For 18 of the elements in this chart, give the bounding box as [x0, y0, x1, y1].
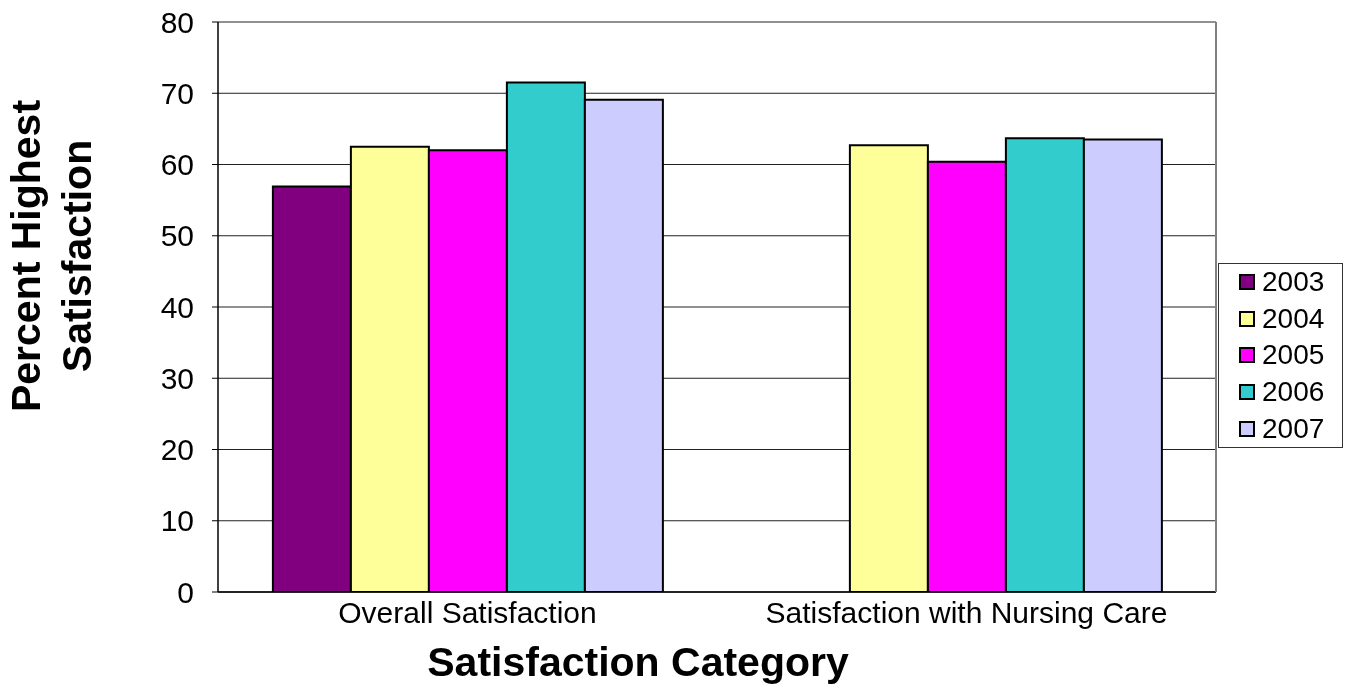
y-axis-title: Percent Highest Satisfaction [2, 98, 101, 415]
legend-label: 2005 [1262, 339, 1325, 372]
legend-label: 2004 [1262, 302, 1325, 335]
legend-label: 2006 [1262, 376, 1325, 409]
x-axis-title: Satisfaction Category [427, 639, 849, 686]
y-tick-label: 40 [160, 290, 194, 324]
y-tick-label: 70 [160, 76, 194, 110]
x-tick-label: Satisfaction with Nursing Care [765, 596, 1168, 630]
y-tick-label: 50 [160, 219, 194, 253]
y-tick-label: 30 [160, 361, 194, 395]
y-tick-label: 20 [160, 433, 194, 467]
y-tick-label: 10 [160, 504, 194, 538]
legend-label: 2007 [1262, 412, 1325, 445]
y-tick-label: 80 [160, 5, 194, 39]
legend-label: 2003 [1262, 266, 1325, 299]
x-tick-label: Overall Satisfaction [338, 596, 597, 630]
y-tick-label: 60 [160, 148, 194, 182]
y-tick-label: 0 [177, 575, 194, 609]
